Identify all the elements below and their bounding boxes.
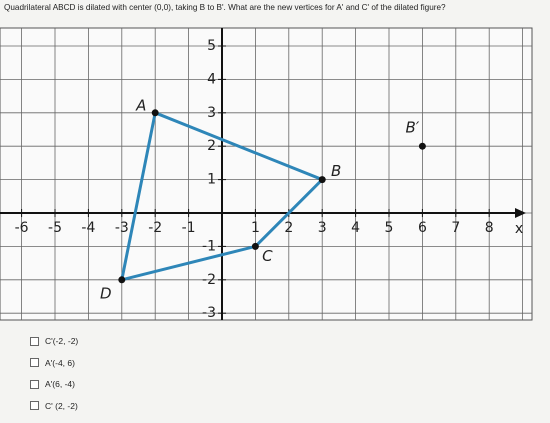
y-tick-label: 5 <box>207 38 216 54</box>
x-tick-label: 4 <box>351 220 360 236</box>
vertex-point <box>251 242 259 250</box>
checkbox[interactable] <box>30 358 39 367</box>
y-tick-label: 2 <box>207 138 216 154</box>
vertex-point <box>418 142 426 150</box>
vertex-label: A <box>135 96 146 114</box>
y-tick-label: -3 <box>202 305 216 321</box>
answer-option[interactable]: C'(-2, -2) <box>30 336 78 346</box>
option-text: A'(6, -4) <box>45 379 75 389</box>
x-axis-label: x <box>515 221 523 237</box>
x-tick-label: 6 <box>418 220 427 236</box>
x-tick-label: -2 <box>148 220 162 236</box>
checkbox[interactable] <box>30 401 39 410</box>
x-axis-arrow <box>515 208 526 218</box>
x-tick-label: -1 <box>182 220 196 236</box>
answer-option[interactable]: C' (2, -2) <box>30 401 78 411</box>
checkbox[interactable] <box>30 379 39 389</box>
x-tick-label: -3 <box>115 220 129 236</box>
y-tick-label: 1 <box>207 172 216 188</box>
y-tick-label: -2 <box>202 272 216 288</box>
vertex-label: C <box>262 247 273 265</box>
x-tick-label: 3 <box>318 220 327 236</box>
vertex-label: D <box>100 284 112 302</box>
x-tick-label: -4 <box>81 220 95 236</box>
x-tick-label: -5 <box>48 220 62 236</box>
y-tick-label: -1 <box>202 238 216 254</box>
option-text: A'(-4, 6) <box>45 357 75 368</box>
option-text: C'(-2, -2) <box>45 336 79 346</box>
question: Quadrilateral ABCD is dilated with cente… <box>4 3 446 12</box>
graph: -6 -5 -4 -3 -2 -1 1 2 3 4 5 6 7 8 x 5 4 3 2 1 -1 -2 -3 A B C D B′ <box>0 27 533 321</box>
answer-option[interactable]: A'(6, -4) <box>30 379 75 389</box>
vertex-point <box>318 176 326 184</box>
x-tick-label: 1 <box>251 220 260 236</box>
y-tick-label: 3 <box>207 105 216 121</box>
y-tick-label: 4 <box>207 71 216 87</box>
answer-option[interactable]: A'(-4, 6) <box>30 358 75 368</box>
x-tick-label: -6 <box>15 220 29 236</box>
vertex-point <box>118 276 126 284</box>
option-text: C' (2, -2) <box>45 400 78 411</box>
checkbox[interactable] <box>30 336 39 346</box>
x-tick-label: 5 <box>385 220 394 236</box>
vertex-label: B′ <box>406 119 420 137</box>
vertex-point <box>151 109 159 117</box>
x-tick-label: 7 <box>451 220 460 236</box>
x-tick-label: 2 <box>284 220 293 236</box>
grid-background <box>0 27 533 321</box>
vertex-label: B <box>331 162 341 180</box>
x-tick-label: 8 <box>485 220 494 236</box>
